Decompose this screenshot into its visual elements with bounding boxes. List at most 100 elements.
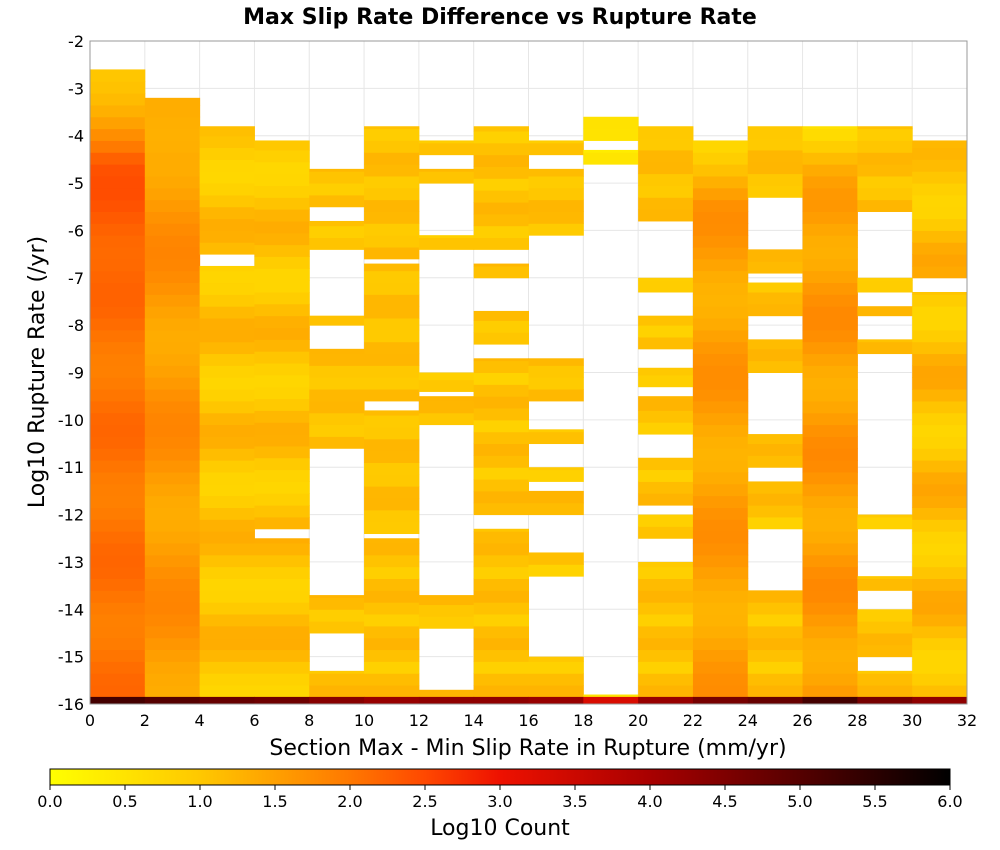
heatmap-cell [254,516,310,530]
heatmap-cell [638,325,694,338]
heatmap-cell [309,621,365,634]
heatmap-cell [802,566,858,580]
heatmap-cell [473,590,529,603]
colorbar-tick-label: 4.5 [712,792,737,811]
heatmap-cell [309,436,365,449]
heatmap-cell [364,223,420,236]
heatmap-cell [144,412,201,426]
heatmap-cell [857,516,913,530]
heatmap-cell [144,282,201,295]
heatmap-cell [528,211,584,224]
heatmap-cell [638,673,694,686]
heatmap-cell [692,187,749,201]
heatmap-cell [802,211,858,224]
x-tick-label: 14 [464,711,484,730]
heatmap-cell [144,483,201,497]
heatmap-cell [857,685,913,698]
heatmap-cell [802,483,858,497]
heatmap-cell [144,164,201,177]
heatmap-cell [144,389,201,402]
heatmap-cell [802,661,858,674]
heatmap-cell [364,211,420,224]
heatmap-cell [364,329,420,343]
heatmap-cell [857,609,913,622]
y-tick-label: -5 [68,174,84,193]
heatmap-cell [747,261,804,274]
heatmap-cell [254,220,310,234]
heatmap-cell [144,365,201,378]
heatmap-cell [90,483,146,497]
heatmap-cell [473,685,529,698]
heatmap-cell [309,315,365,326]
heatmap-cell [309,353,365,366]
heatmap-cell [90,436,146,449]
heatmap-cell [364,318,420,331]
heatmap-cell [309,400,365,414]
heatmap-cell [418,396,475,402]
heatmap-cell [199,147,255,160]
heatmap-cell [802,377,858,390]
heatmap-cell [90,223,146,236]
heatmap-cell [144,175,201,189]
heatmap-cell [638,493,694,506]
heatmap-cell [254,374,310,388]
x-tick-label: 20 [628,711,648,730]
heatmap-cell [473,455,529,468]
heatmap-cell [364,294,420,307]
heatmap-cell [199,554,255,568]
heatmap-cell [254,602,310,615]
heatmap-cell [473,310,529,321]
heatmap-cell [254,554,310,568]
heatmap-cell [802,436,858,449]
colorbar-tick-label: 3.0 [487,792,512,811]
heatmap-cell [144,507,201,520]
heatmap-cell [90,424,146,437]
heatmap-cell [144,140,201,153]
heatmap-cell [254,244,310,257]
heatmap-cell [638,410,694,423]
heatmap-cell [528,661,584,674]
y-axis-label: Log10 Rupture Rate (/yr) [25,236,50,508]
heatmap-cell [692,649,749,662]
heatmap-cell [254,232,310,246]
heatmap-cell [90,448,146,461]
x-tick-label: 32 [957,711,977,730]
heatmap-cell [638,661,694,674]
heatmap-cell [583,152,639,165]
heatmap-cell [692,270,749,284]
heatmap-cell [418,412,475,426]
heatmap-cell [692,258,749,272]
heatmap-cell [912,294,968,307]
heatmap-cell [144,436,201,449]
heatmap-cell [90,661,146,674]
heatmap-cell [199,206,255,220]
heatmap-cell [199,377,255,390]
heatmap-cell [473,408,529,421]
heatmap-cell [254,493,310,506]
heatmap-cell [90,211,146,224]
heatmap-cell [857,578,913,591]
heatmap-cell [364,566,420,580]
heatmap-cell [638,396,694,400]
heatmap-cell [364,128,420,141]
heatmap-cell [199,329,255,343]
heatmap-cell [802,542,858,556]
heatmap-cell [473,320,529,333]
heatmap-cell [364,235,420,248]
heatmap-cell [364,353,420,366]
heatmap-cell [692,542,749,556]
colorbar-tick-label: 2.0 [337,792,362,811]
heatmap-cell [802,519,858,532]
heatmap-cell [254,445,310,459]
heatmap-cell [692,211,749,224]
heatmap-cell [199,495,255,508]
heatmap-cell [254,398,310,411]
heatmap-cell-bottom-row [802,696,858,704]
heatmap-cell [692,377,749,390]
heatmap-cell [802,424,858,437]
heatmap-cell [144,554,201,568]
heatmap-cell [199,171,255,184]
heatmap-cell [638,602,694,615]
heatmap-cell [857,277,913,281]
heatmap-cell [473,502,529,516]
